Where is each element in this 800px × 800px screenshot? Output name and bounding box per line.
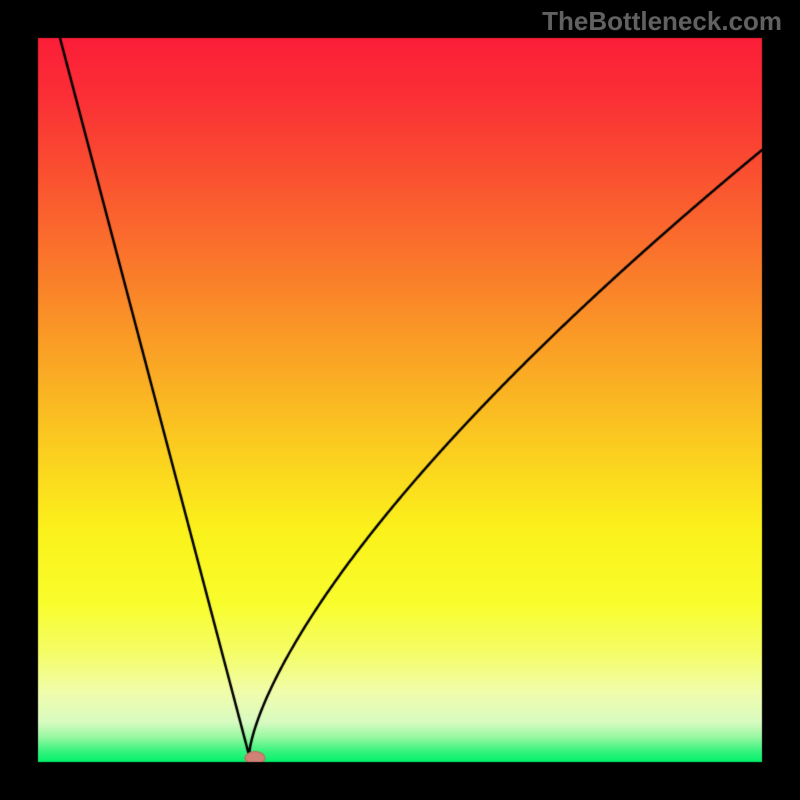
bottleneck-chart-canvas — [0, 0, 800, 800]
chart-container: TheBottleneck.com — [0, 0, 800, 800]
watermark-text: TheBottleneck.com — [542, 6, 782, 37]
